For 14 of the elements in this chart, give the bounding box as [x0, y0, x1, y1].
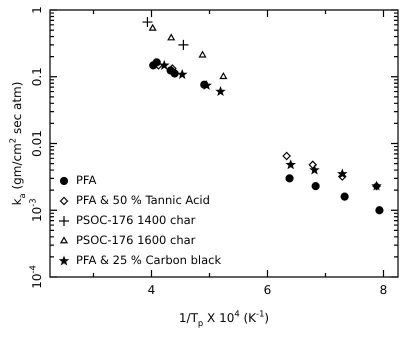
- y-tick-label: 1: [30, 6, 44, 14]
- legend-label: PSOC-176 1400 char: [76, 212, 196, 227]
- y-tick-label: 10-4: [27, 265, 44, 289]
- legend-label: PSOC-176 1600 char: [76, 232, 196, 247]
- y-tick-label: 0.01: [30, 130, 44, 157]
- y-axis-title: ka (gm/cm2 sec atm): [7, 82, 27, 206]
- y-tick-label: 0.1: [30, 67, 44, 86]
- x-tick-label: 6: [264, 283, 272, 298]
- y-tick-label: 10-3: [27, 198, 44, 222]
- legend-label: PFA & 25 % Carbon black: [76, 252, 222, 267]
- x-tick-label: 8: [380, 283, 388, 298]
- x-tick-label: 4: [148, 283, 156, 298]
- legend-label: PFA & 50 % Tannic Acid: [76, 192, 210, 207]
- legend-label: PFA: [76, 172, 96, 187]
